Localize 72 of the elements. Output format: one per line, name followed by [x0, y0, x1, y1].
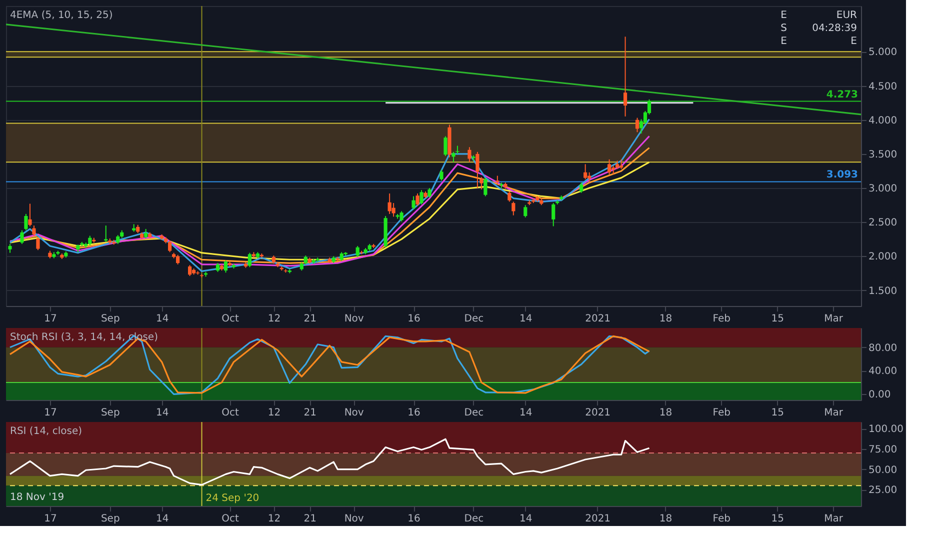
- y-tick-label: 40.00: [868, 366, 898, 378]
- x-tick-label: Mar: [824, 514, 844, 524]
- annotation: 04:28:39: [812, 23, 857, 34]
- ref-line-label: 3.093: [826, 170, 858, 181]
- x-tick-label: 17: [44, 514, 57, 524]
- x-tick-label: Dec: [464, 514, 484, 524]
- x-tick-label: 16: [408, 514, 420, 524]
- x-tick-label: 2021: [585, 514, 611, 524]
- x-tick-label: Nov: [344, 314, 364, 324]
- y-tick-label: 25.00: [868, 485, 898, 496]
- y-tick-label: 2.500: [868, 218, 898, 229]
- x-tick-label: 16: [408, 314, 420, 324]
- y-tick-label: 4.500: [868, 81, 898, 92]
- y-tick-label: 4.000: [868, 115, 898, 126]
- y-tick-label: 3.500: [868, 149, 898, 160]
- x-tick-label: Mar: [824, 314, 844, 324]
- y-tick-label: 5.000: [868, 47, 898, 58]
- x-tick-label: Dec: [464, 408, 484, 418]
- x-tick-label: 21: [304, 408, 317, 418]
- x-tick-label: Nov: [344, 408, 364, 418]
- chart-title: 4EMA (5, 10, 15, 25): [10, 10, 113, 21]
- x-tick-label: 14: [156, 408, 169, 418]
- x-tick-label: 18: [659, 408, 672, 418]
- annotation: 18 Nov '19: [10, 492, 64, 503]
- x-tick-label: Feb: [712, 314, 731, 324]
- y-tick-label: 100.00: [868, 424, 904, 436]
- x-tick-label: 21: [304, 314, 317, 324]
- x-tick-label: 2021: [585, 314, 611, 324]
- y-tick-label: 80.00: [868, 342, 898, 354]
- x-tick-label: 15: [771, 314, 784, 324]
- ref-line-label: 24 Sep '20: [206, 493, 260, 504]
- x-tick-label: Sep: [100, 408, 120, 418]
- annotation: E: [780, 10, 787, 21]
- x-tick-label: Sep: [100, 514, 120, 524]
- x-tick-label: Oct: [222, 514, 239, 524]
- x-tick-label: 18: [659, 514, 672, 524]
- x-tick-label: 14: [520, 408, 532, 418]
- x-tick-label: Oct: [222, 408, 239, 418]
- y-tick-label: 75.00: [868, 444, 898, 456]
- x-tick-label: 17: [44, 314, 57, 324]
- y-tick-label: 1.500: [868, 286, 898, 297]
- annotation: E: [850, 36, 857, 47]
- x-tick-label: Nov: [344, 514, 364, 524]
- x-tick-label: 17: [44, 408, 57, 418]
- y-tick-label: 50.00: [868, 464, 898, 476]
- y-tick-label: 2.000: [868, 252, 898, 263]
- x-tick-label: 18: [659, 314, 672, 324]
- annotation: S: [780, 23, 787, 34]
- x-tick-label: Feb: [712, 514, 731, 524]
- x-tick-label: Mar: [824, 408, 844, 418]
- y-tick-label: 3.000: [868, 184, 898, 195]
- x-tick-label: Dec: [464, 314, 484, 324]
- x-tick-label: 21: [304, 514, 317, 524]
- x-tick-label: 12: [268, 408, 281, 418]
- x-tick-label: 12: [268, 514, 281, 524]
- annotation: E: [780, 36, 787, 47]
- x-tick-label: Sep: [100, 314, 120, 324]
- x-tick-label: 15: [771, 514, 784, 524]
- x-tick-label: Oct: [222, 314, 239, 324]
- x-tick-label: 15: [771, 408, 784, 418]
- ref-line-label: 4.273: [826, 89, 858, 100]
- x-tick-label: Feb: [712, 408, 731, 418]
- x-tick-label: 16: [408, 408, 420, 418]
- x-tick-label: 14: [156, 514, 169, 524]
- annotation: EUR: [836, 10, 858, 21]
- y-tick-label: 0.00: [868, 390, 891, 401]
- chart-title: RSI (14, close): [10, 426, 82, 437]
- x-tick-label: 14: [156, 314, 169, 324]
- x-tick-label: 12: [268, 314, 281, 324]
- x-tick-label: 14: [520, 514, 532, 524]
- x-tick-label: 14: [520, 314, 532, 324]
- x-tick-label: 2021: [585, 408, 611, 418]
